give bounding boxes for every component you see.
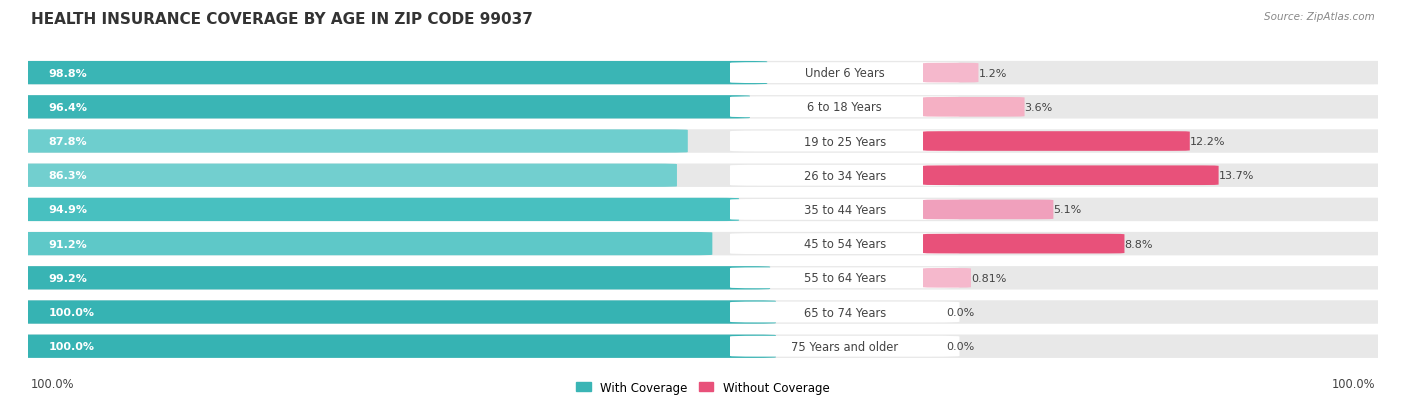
FancyBboxPatch shape: [8, 198, 1398, 222]
FancyBboxPatch shape: [730, 268, 959, 289]
FancyBboxPatch shape: [8, 335, 1398, 358]
FancyBboxPatch shape: [8, 130, 1398, 153]
Text: 99.2%: 99.2%: [48, 273, 87, 283]
FancyBboxPatch shape: [730, 165, 959, 186]
FancyBboxPatch shape: [11, 130, 688, 153]
FancyBboxPatch shape: [922, 132, 1189, 152]
FancyBboxPatch shape: [922, 98, 1025, 117]
FancyBboxPatch shape: [8, 164, 1398, 188]
FancyBboxPatch shape: [8, 266, 1398, 290]
Text: 12.2%: 12.2%: [1189, 137, 1225, 147]
Text: Source: ZipAtlas.com: Source: ZipAtlas.com: [1264, 12, 1375, 22]
Text: 75 Years and older: 75 Years and older: [792, 340, 898, 353]
FancyBboxPatch shape: [922, 166, 1219, 185]
Text: 13.7%: 13.7%: [1219, 171, 1254, 181]
Text: 91.2%: 91.2%: [48, 239, 87, 249]
FancyBboxPatch shape: [730, 63, 959, 84]
FancyBboxPatch shape: [11, 335, 776, 358]
Text: 96.4%: 96.4%: [48, 102, 87, 113]
Text: 0.0%: 0.0%: [946, 342, 974, 351]
FancyBboxPatch shape: [11, 233, 713, 256]
Text: 8.8%: 8.8%: [1125, 239, 1153, 249]
Text: 100.0%: 100.0%: [31, 377, 75, 390]
FancyBboxPatch shape: [730, 302, 959, 323]
FancyBboxPatch shape: [11, 198, 740, 221]
Text: 6 to 18 Years: 6 to 18 Years: [807, 101, 882, 114]
Text: HEALTH INSURANCE COVERAGE BY AGE IN ZIP CODE 99037: HEALTH INSURANCE COVERAGE BY AGE IN ZIP …: [31, 12, 533, 27]
FancyBboxPatch shape: [8, 233, 1398, 256]
FancyBboxPatch shape: [8, 96, 1398, 119]
Text: 1.2%: 1.2%: [979, 69, 1007, 78]
FancyBboxPatch shape: [922, 64, 979, 83]
Text: 26 to 34 Years: 26 to 34 Years: [804, 169, 886, 182]
FancyBboxPatch shape: [11, 62, 768, 85]
Text: 45 to 54 Years: 45 to 54 Years: [804, 237, 886, 251]
FancyBboxPatch shape: [8, 301, 1398, 324]
Text: 5.1%: 5.1%: [1053, 205, 1081, 215]
FancyBboxPatch shape: [922, 268, 972, 288]
Text: 87.8%: 87.8%: [48, 137, 87, 147]
Text: 3.6%: 3.6%: [1025, 102, 1053, 113]
FancyBboxPatch shape: [730, 234, 959, 254]
FancyBboxPatch shape: [730, 336, 959, 357]
Text: 19 to 25 Years: 19 to 25 Years: [804, 135, 886, 148]
Text: 35 to 44 Years: 35 to 44 Years: [804, 204, 886, 216]
FancyBboxPatch shape: [11, 301, 776, 324]
Text: 100.0%: 100.0%: [48, 342, 94, 351]
FancyBboxPatch shape: [11, 96, 749, 119]
Text: 86.3%: 86.3%: [48, 171, 87, 181]
FancyBboxPatch shape: [730, 97, 959, 118]
Text: 0.0%: 0.0%: [946, 307, 974, 317]
FancyBboxPatch shape: [730, 131, 959, 152]
Text: 0.81%: 0.81%: [972, 273, 1007, 283]
Legend: With Coverage, Without Coverage: With Coverage, Without Coverage: [572, 376, 834, 399]
Text: 55 to 64 Years: 55 to 64 Years: [804, 272, 886, 285]
FancyBboxPatch shape: [8, 62, 1398, 85]
Text: 94.9%: 94.9%: [48, 205, 87, 215]
Text: 100.0%: 100.0%: [1331, 377, 1375, 390]
FancyBboxPatch shape: [922, 234, 1125, 254]
FancyBboxPatch shape: [922, 200, 1053, 220]
FancyBboxPatch shape: [730, 199, 959, 220]
Text: 98.8%: 98.8%: [48, 69, 87, 78]
Text: 100.0%: 100.0%: [48, 307, 94, 317]
FancyBboxPatch shape: [11, 164, 676, 188]
Text: Under 6 Years: Under 6 Years: [804, 67, 884, 80]
FancyBboxPatch shape: [11, 266, 770, 290]
Text: 65 to 74 Years: 65 to 74 Years: [804, 306, 886, 319]
